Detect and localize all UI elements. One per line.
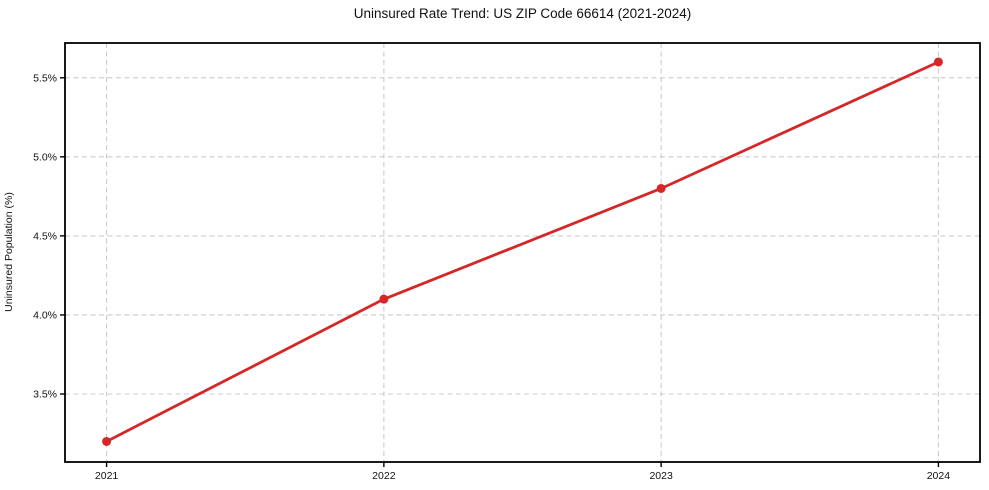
data-point <box>656 183 666 193</box>
data-point <box>102 436 112 446</box>
y-tick-label: 4.0% <box>33 309 57 321</box>
y-tick-label: 5.0% <box>33 151 57 163</box>
data-point <box>933 57 943 67</box>
plot-border <box>64 42 981 463</box>
x-tick-label: 2023 <box>649 470 673 482</box>
x-tick-label: 2021 <box>95 470 119 482</box>
y-axis-label: Uninsured Population (%) <box>3 192 15 312</box>
chart-title: Uninsured Rate Trend: US ZIP Code 66614 … <box>353 6 692 21</box>
y-tick-label: 4.5% <box>33 230 57 242</box>
trend-line <box>105 60 940 443</box>
data-point <box>379 294 389 304</box>
y-tick-label: 3.5% <box>33 389 57 401</box>
x-tick-label: 2022 <box>372 470 396 482</box>
y-tick-label: 5.5% <box>33 72 57 84</box>
x-tick-label: 2024 <box>927 470 951 482</box>
